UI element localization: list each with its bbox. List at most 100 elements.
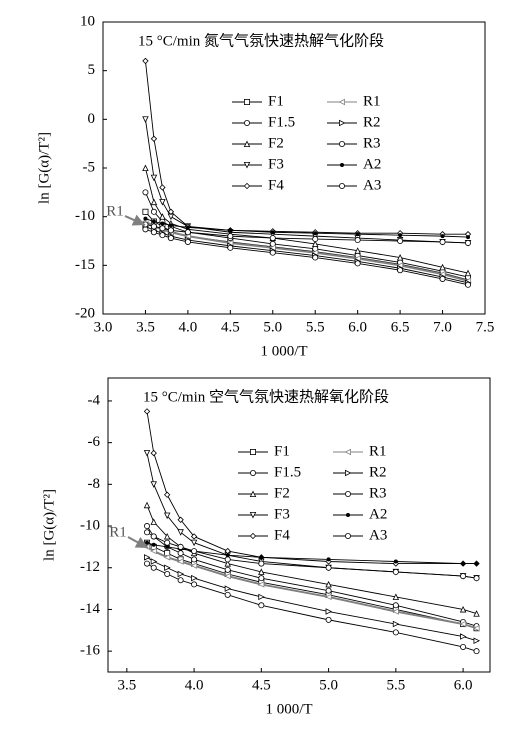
y-axis-label: ln [G(α)/T²] xyxy=(41,489,57,561)
legend-label: A3 xyxy=(369,527,387,543)
marker xyxy=(224,566,231,573)
marker xyxy=(473,648,480,655)
marker xyxy=(150,564,157,571)
marker xyxy=(473,575,480,582)
x-tick-label: 4.0 xyxy=(179,319,198,335)
marker xyxy=(190,562,198,569)
marker xyxy=(249,490,257,498)
x-tick-label: 4.0 xyxy=(185,677,204,693)
y-tick-label: -10 xyxy=(75,208,95,224)
marker xyxy=(144,529,151,536)
x-axis-label: 1 000/T xyxy=(265,701,312,717)
marker xyxy=(150,223,157,230)
x-tick-label: 5.0 xyxy=(319,677,338,693)
marker xyxy=(325,608,333,615)
marker xyxy=(224,572,231,580)
marker xyxy=(159,184,166,191)
legend-label: F3 xyxy=(268,156,284,172)
marker xyxy=(163,554,171,561)
marker xyxy=(142,208,149,215)
legend-label: A3 xyxy=(363,177,381,193)
y-tick-label: -8 xyxy=(88,476,101,492)
legend-label: F1.5 xyxy=(274,464,301,480)
x-tick-label: 6.0 xyxy=(348,319,367,335)
marker xyxy=(392,568,399,575)
marker xyxy=(144,560,151,567)
legend-label: F1 xyxy=(274,443,290,459)
marker xyxy=(243,182,251,190)
x-axis-label: 1 000/T xyxy=(260,343,307,359)
marker xyxy=(465,239,472,246)
x-tick-label: 5.5 xyxy=(306,319,325,335)
marker xyxy=(177,570,185,578)
legend-label: A2 xyxy=(369,506,387,522)
marker xyxy=(258,568,265,575)
marker xyxy=(191,581,198,588)
y-tick-label: 10 xyxy=(80,13,95,29)
marker xyxy=(164,571,171,578)
marker xyxy=(151,542,156,547)
legend-label: A2 xyxy=(363,156,381,172)
marker xyxy=(397,237,404,244)
legend-label: R1 xyxy=(363,93,381,109)
legend-label: R2 xyxy=(369,464,387,480)
marker xyxy=(270,230,275,235)
series-line xyxy=(145,218,469,238)
x-tick-label: 4.5 xyxy=(221,319,240,335)
marker xyxy=(392,608,399,615)
series-line xyxy=(145,192,469,278)
marker xyxy=(460,643,467,650)
marker xyxy=(392,560,400,567)
marker xyxy=(460,633,467,640)
x-tick-label: 3.5 xyxy=(117,677,136,693)
y-tick-label: -16 xyxy=(80,643,100,659)
marker xyxy=(325,593,332,601)
x-tick-label: 6.5 xyxy=(391,319,410,335)
x-tick-label: 7.5 xyxy=(476,319,495,335)
marker xyxy=(392,620,400,628)
marker xyxy=(392,602,399,609)
marker xyxy=(344,533,351,540)
marker xyxy=(338,182,345,189)
marker xyxy=(258,560,265,567)
marker xyxy=(392,629,399,636)
legend-label: R1 xyxy=(369,443,387,459)
marker xyxy=(142,226,149,233)
marker xyxy=(258,575,265,582)
legend-label: R3 xyxy=(363,135,381,151)
marker xyxy=(326,557,331,562)
marker xyxy=(159,225,166,232)
marker xyxy=(144,523,151,530)
marker xyxy=(143,501,151,509)
legend-label: R2 xyxy=(363,114,381,130)
marker xyxy=(338,119,346,127)
y-tick-label: -4 xyxy=(88,392,101,408)
marker xyxy=(177,577,184,584)
legend-label: F4 xyxy=(268,177,284,193)
marker xyxy=(338,140,345,147)
series-line xyxy=(146,563,477,652)
marker xyxy=(354,237,361,244)
marker xyxy=(355,232,360,237)
marker xyxy=(150,198,158,206)
x-tick-label: 5.0 xyxy=(263,319,282,335)
marker xyxy=(325,580,332,588)
marker xyxy=(143,450,151,457)
annotation-arrow xyxy=(127,536,149,549)
annotation: R1 xyxy=(109,524,127,540)
marker xyxy=(160,221,165,226)
marker xyxy=(340,163,344,167)
legend-label: F3 xyxy=(274,506,290,522)
x-tick-label: 4.5 xyxy=(252,677,271,693)
marker xyxy=(150,229,157,236)
marker xyxy=(243,120,250,127)
marker xyxy=(142,116,149,123)
legend-label: F4 xyxy=(274,527,290,543)
marker xyxy=(159,213,166,220)
marker xyxy=(439,263,446,271)
marker xyxy=(325,616,332,623)
marker xyxy=(258,602,265,609)
x-tick-label: 7.0 xyxy=(433,319,452,335)
marker xyxy=(461,561,466,566)
